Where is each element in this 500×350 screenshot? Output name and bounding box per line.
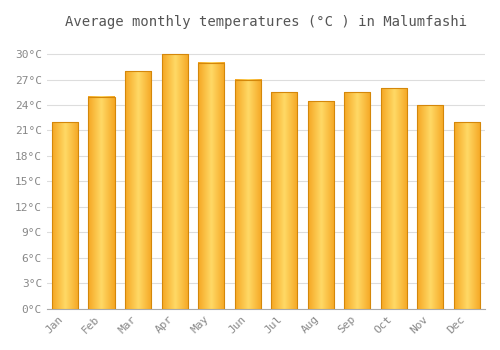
Bar [417,105,444,309]
Title: Average monthly temperatures (°C ) in Malumfashi: Average monthly temperatures (°C ) in Ma… [65,15,467,29]
Bar [234,79,261,309]
Bar [308,101,334,309]
Bar [454,122,480,309]
Bar [198,63,224,309]
Bar [52,122,78,309]
Bar [344,92,370,309]
Bar [380,88,407,309]
Bar [271,92,297,309]
Bar [125,71,152,309]
Bar [88,97,115,309]
Bar [162,54,188,309]
